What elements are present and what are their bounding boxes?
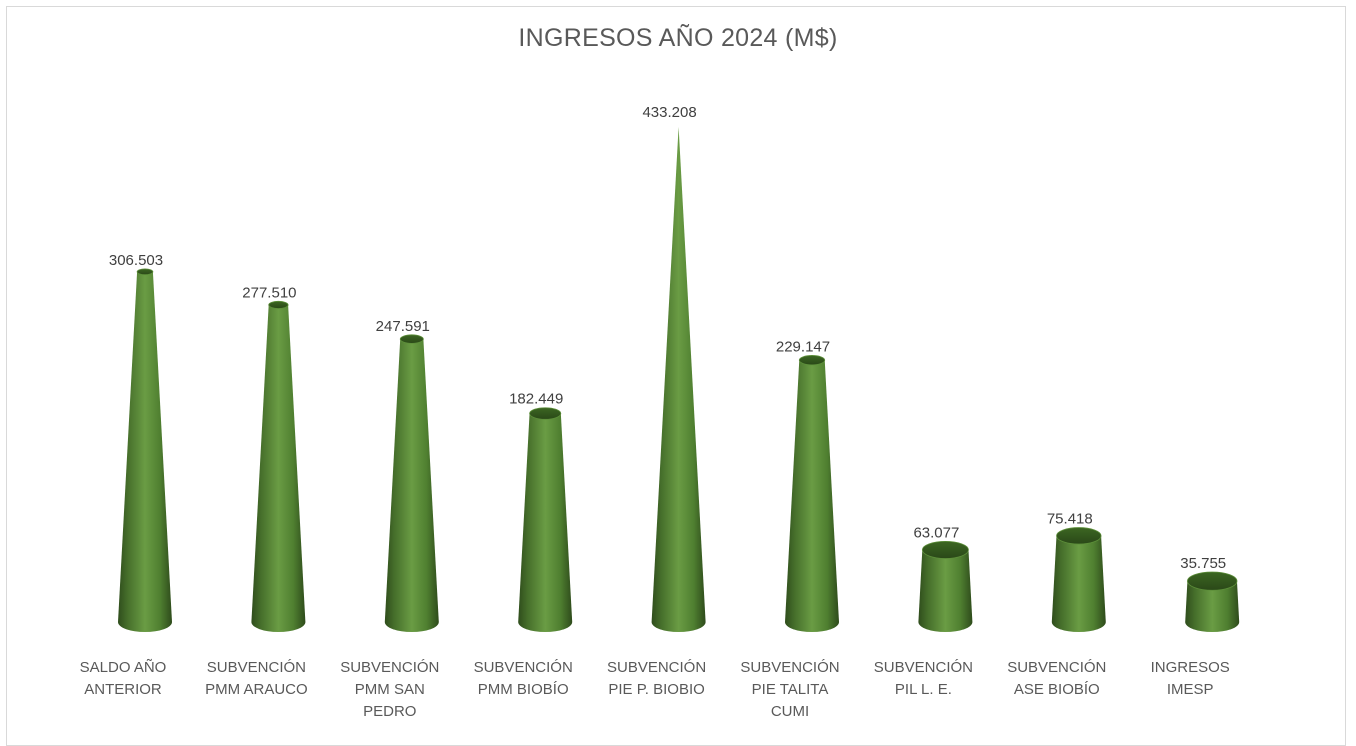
bar-body (785, 360, 839, 632)
bar-top-cap (798, 355, 826, 366)
bar (785, 355, 839, 632)
bar (1185, 571, 1240, 632)
bar-top-cap (921, 540, 969, 559)
data-label: 229.147 (776, 338, 830, 355)
bar-body (251, 304, 306, 632)
category-label: SUBVENCIÓN ASE BIOBÍO (1007, 659, 1106, 698)
bar-body (651, 127, 706, 632)
category-label: SUBVENCIÓN PIL L. E. (874, 659, 973, 698)
bar-top-cap (1187, 571, 1238, 591)
category-label: SUBVENCIÓN PMM BIOBÍO (474, 659, 573, 698)
bar-body (384, 339, 439, 632)
category-label: INGRESOS IMESP (1151, 659, 1230, 698)
bar-body (118, 271, 172, 632)
bar (384, 334, 439, 632)
bar-top-cap (136, 268, 154, 276)
category-label: SUBVENCIÓN PIE P. BIOBIO (607, 659, 706, 698)
data-label: 35.755 (1180, 555, 1226, 572)
category-label: SUBVENCIÓN PMM SAN PEDRO (340, 659, 439, 720)
data-label: 306.503 (109, 252, 163, 269)
data-label: 277.510 (242, 284, 296, 301)
bar (518, 407, 573, 632)
bar (1051, 527, 1106, 632)
bar (251, 300, 306, 632)
bar (651, 127, 706, 632)
data-label: 63.077 (913, 524, 959, 541)
bar-body (1185, 581, 1240, 632)
bar (918, 540, 973, 632)
category-label: SUBVENCIÓN PMM ARAUCO (205, 659, 308, 698)
bar-body (1051, 535, 1106, 632)
data-label: 433.208 (642, 104, 696, 121)
bar (118, 268, 172, 632)
chart-title: INGRESOS AÑO 2024 (M$) (518, 24, 838, 52)
category-label: SUBVENCIÓN PIE TALITA CUMI (740, 659, 839, 720)
bar-top-cap (399, 334, 424, 344)
bar-top-cap (268, 300, 289, 309)
bar-top-cap (1056, 527, 1102, 545)
data-label: 247.591 (376, 318, 430, 335)
data-label: 182.449 (509, 391, 563, 408)
category-label: SALDO AÑO ANTERIOR (80, 659, 167, 698)
data-label: 75.418 (1047, 511, 1093, 528)
bar-body (918, 549, 973, 632)
bar-body (518, 413, 573, 632)
bar-top-cap (529, 407, 562, 420)
